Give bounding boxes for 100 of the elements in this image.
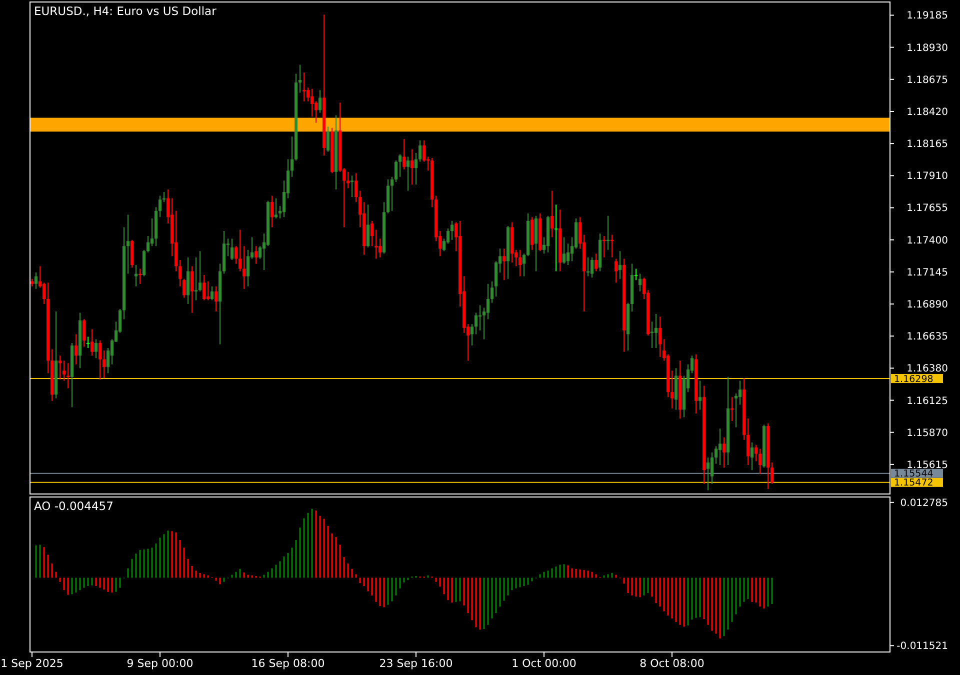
candlestick — [562, 236, 566, 264]
chart-title: AO -0.004457 — [34, 499, 114, 513]
candlestick — [258, 246, 262, 260]
candlestick — [674, 368, 678, 410]
candlestick — [418, 140, 422, 162]
chart-title: EURUSD., H4: Euro vs US Dollar — [34, 4, 217, 18]
y-tick-label: 1.15615 — [906, 460, 948, 471]
y-tick-label: 1.17145 — [906, 267, 948, 278]
candlestick — [242, 246, 246, 290]
candlestick — [738, 380, 742, 406]
candlestick — [594, 253, 598, 272]
x-tick-label: 9 Sep 00:00 — [126, 657, 194, 670]
candlestick — [306, 87, 310, 102]
y-tick-label: -0.011521 — [896, 641, 948, 652]
candlestick — [590, 256, 594, 278]
candlestick — [86, 336, 90, 349]
candlestick — [706, 457, 710, 491]
candlestick — [346, 171, 350, 189]
candlestick — [210, 286, 214, 301]
candlestick — [658, 316, 662, 358]
candlestick — [758, 448, 762, 474]
candlestick — [710, 452, 714, 484]
candlestick — [754, 444, 758, 462]
candlestick — [174, 210, 178, 272]
ref-line-label: 1.15472 — [894, 478, 934, 489]
candlestick — [74, 334, 78, 365]
candlestick — [554, 204, 558, 272]
y-tick-label: 1.17655 — [906, 203, 948, 214]
candlestick — [402, 138, 406, 170]
candlestick — [698, 380, 702, 410]
candlestick — [274, 198, 278, 219]
candlestick — [254, 246, 258, 264]
candlestick — [214, 286, 218, 312]
candlestick — [618, 250, 622, 280]
candlestick — [98, 340, 102, 380]
candlestick — [314, 100, 318, 124]
candlestick — [518, 249, 522, 277]
candlestick — [746, 418, 750, 466]
candlestick — [490, 280, 494, 304]
candlestick — [90, 328, 94, 356]
candlestick — [734, 392, 738, 428]
candlestick — [150, 218, 154, 247]
y-tick-label: 1.17910 — [906, 171, 948, 182]
candlestick — [522, 253, 526, 277]
candlestick — [310, 88, 314, 118]
candlestick — [290, 136, 294, 178]
candlestick — [134, 264, 138, 287]
candlestick — [354, 172, 358, 203]
candlestick — [130, 239, 134, 268]
y-tick-label: 1.16890 — [906, 299, 948, 310]
y-tick-label: 1.18420 — [906, 106, 948, 118]
candlestick — [142, 249, 146, 277]
candlestick — [102, 350, 106, 379]
ref-line-label: 1.15544 — [894, 468, 934, 480]
y-tick-label: 1.16635 — [906, 332, 948, 343]
candlestick — [326, 126, 330, 152]
candlestick — [722, 436, 726, 468]
candlestick — [638, 273, 642, 292]
candlestick — [94, 338, 98, 359]
candlestick — [414, 152, 418, 185]
x-tick-label: 8 Oct 08:00 — [640, 657, 704, 670]
candlestick — [350, 175, 354, 198]
y-tick-label: 1.18930 — [906, 42, 948, 54]
candlestick — [318, 90, 322, 114]
candlestick — [718, 428, 722, 466]
x-tick-label: 23 Sep 16:00 — [379, 657, 453, 670]
candlestick — [234, 246, 238, 264]
y-tick-label: 0.012785 — [900, 498, 948, 509]
candlestick — [390, 176, 394, 212]
candlestick — [194, 256, 198, 301]
y-tick-label: 1.16380 — [906, 364, 948, 375]
candlestick — [178, 259, 182, 287]
candlestick — [302, 72, 306, 102]
candlestick — [34, 272, 38, 290]
candlestick — [246, 249, 250, 287]
candlestick — [566, 243, 570, 266]
candlestick — [650, 321, 654, 349]
candlestick — [654, 314, 658, 349]
candlestick — [182, 278, 186, 298]
candlestick — [366, 204, 370, 248]
candlestick — [410, 148, 414, 185]
candlestick — [634, 268, 638, 281]
y-tick-label: 1.18675 — [906, 74, 948, 86]
candlestick — [202, 274, 206, 301]
candlestick — [714, 446, 718, 464]
candlestick — [198, 250, 202, 292]
candlestick — [42, 282, 46, 304]
candlestick — [62, 360, 66, 382]
candlestick — [770, 462, 774, 484]
candlestick — [550, 190, 554, 238]
x-tick-label: 1 Oct 00:00 — [512, 657, 576, 670]
candlestick — [398, 154, 402, 178]
candlestick — [422, 140, 426, 162]
candlestick — [298, 64, 302, 94]
candlestick — [58, 355, 62, 380]
candlestick — [486, 283, 490, 320]
candlestick — [750, 442, 754, 471]
candlestick — [370, 220, 374, 247]
candlestick — [190, 266, 194, 314]
candlestick — [378, 238, 382, 258]
